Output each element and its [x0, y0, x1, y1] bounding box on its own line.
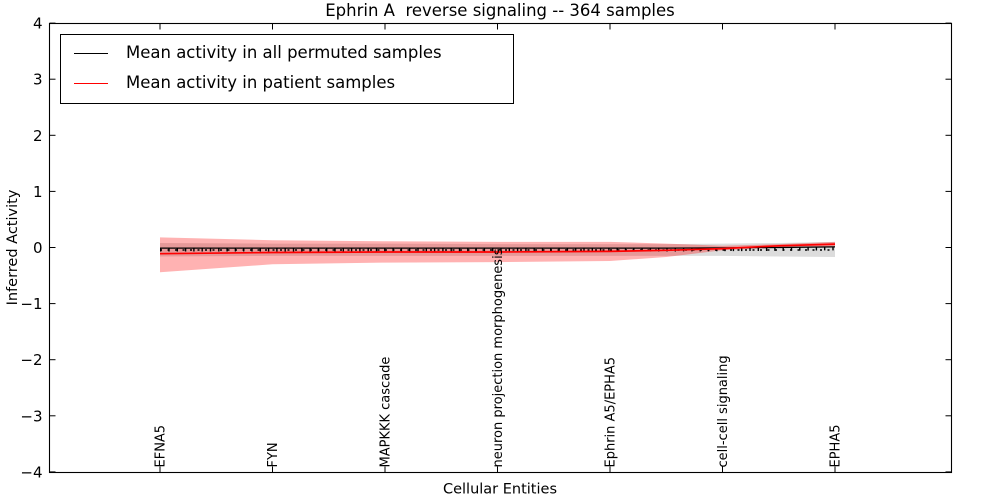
y-tick-label: −4	[20, 463, 42, 481]
y-tick-label: 1	[33, 183, 43, 201]
chart-title: Ephrin A reverse signaling -- 364 sample…	[325, 1, 675, 20]
legend-label-permuted: Mean activity in all permuted samples	[126, 43, 442, 63]
x-axis-label: Cellular Entities	[443, 482, 557, 498]
legend-label-patient: Mean activity in patient samples	[126, 73, 396, 93]
y-tick-label: 3	[33, 71, 43, 89]
patient-mean-line	[159, 243, 836, 255]
permuted-mean-line	[160, 246, 836, 249]
legend-line-patient-icon	[74, 83, 108, 84]
x-tick-label: EFNA5	[154, 425, 169, 468]
x-tick-label: neuron projection morphogenesis	[491, 248, 506, 467]
y-tick-label: −3	[20, 407, 42, 425]
y-tick-label: 2	[33, 127, 43, 145]
legend-item-permuted: Mean activity in all permuted samples	[74, 40, 509, 67]
y-tick-label: −2	[20, 351, 42, 369]
y-tick-label: 4	[33, 15, 43, 33]
x-tick-label: Ephrin A5/EPHA5	[604, 357, 619, 468]
x-tick-label: FYN	[266, 442, 281, 467]
x-tick-label: EPHA5	[829, 425, 844, 468]
permuted-mean-markers	[160, 247, 836, 252]
y-tick-label: −1	[20, 295, 42, 313]
patient-samples-band	[160, 237, 835, 273]
y-axis-label: Inferred Activity	[5, 189, 21, 305]
line-layer	[159, 243, 836, 255]
tick-layer: 4 3 2 1 0 −1 −2 −3 −4 EFNA5 FYN MAPKKK cascade neuro…	[20, 15, 952, 481]
x-tick-label: MAPKKK cascade	[379, 357, 394, 468]
legend-item-patient: Mean activity in patient samples	[74, 70, 509, 97]
legend: Mean activity in all permuted samples Me…	[60, 34, 514, 104]
legend-line-permuted-icon	[74, 53, 108, 54]
y-tick-label: 0	[33, 239, 43, 257]
x-tick-label: cell-cell signaling	[716, 355, 731, 467]
